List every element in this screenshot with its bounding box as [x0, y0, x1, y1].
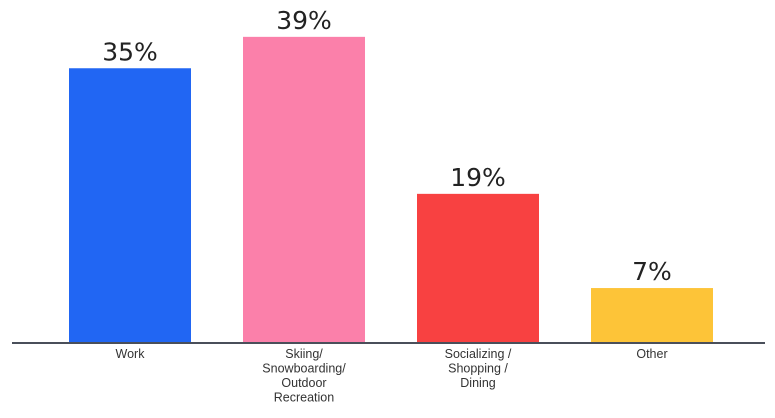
x-tick-label-4: Other	[636, 347, 667, 361]
bar-3	[417, 193, 539, 343]
x-tick-label-line: Shopping /	[448, 362, 508, 376]
bar-1	[69, 68, 191, 343]
x-tick-label-line: Other	[636, 347, 667, 361]
x-tick-label-line: Outdoor	[281, 376, 326, 390]
x-tick-label-line: Socializing /	[445, 347, 512, 361]
data-label-3: 19%	[450, 163, 506, 192]
bar-2	[243, 36, 365, 343]
x-tick-labels-group: Work Skiing/Snowboarding/Outdoor Recreatio…	[116, 347, 668, 405]
x-tick-label-line: Work	[116, 347, 146, 361]
x-tick-label-line: Dining	[460, 376, 495, 390]
bar-4	[591, 288, 713, 343]
x-tick-label-line: Snowboarding/	[262, 362, 346, 376]
x-tick-label-line: Recreation	[274, 391, 334, 405]
data-label-2: 39%	[276, 6, 332, 35]
x-tick-label-1: Work	[116, 347, 146, 361]
bars-group	[69, 36, 713, 343]
x-tick-label-2: Skiing/Snowboarding/Outdoor Recreation	[262, 347, 346, 405]
x-tick-label-line: Skiing/	[285, 347, 323, 361]
data-label-1: 35%	[102, 37, 158, 66]
x-tick-label-3: Socializing / Shopping / Dining	[445, 347, 512, 390]
data-label-4: 7%	[632, 257, 672, 286]
value-labels-group: 35% 39% 19% 7%	[102, 6, 672, 286]
